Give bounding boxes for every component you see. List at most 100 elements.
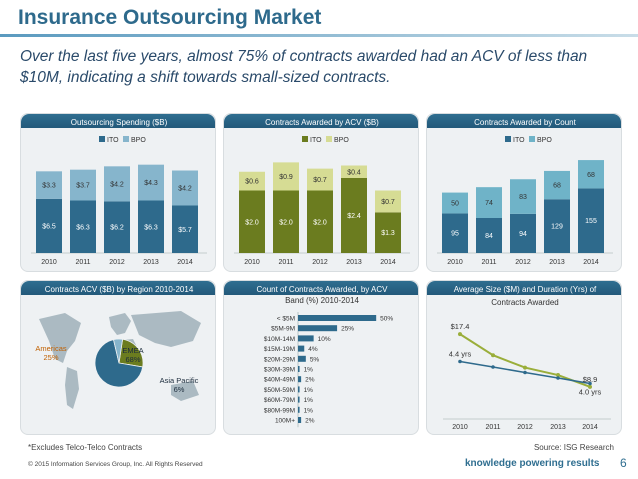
legend-swatch-ito <box>99 136 105 142</box>
chart-title: Contracts Awarded by Count <box>474 118 576 127</box>
bar-ito-2010 <box>442 213 468 253</box>
bar-label-bpo-2014: $0.7 <box>381 199 395 206</box>
bar-ito-2011 <box>476 218 502 253</box>
point-duration-2012 <box>523 370 527 375</box>
bar-label-ito-2013: $2.4 <box>347 213 361 220</box>
legend-label-ito: ITO <box>310 137 322 144</box>
y-tick-label-9: $80M-99M <box>264 407 295 414</box>
bar-label-bpo-2011: $3.7 <box>76 183 90 190</box>
panel-outsourcing-spending: Outsourcing Spending ($B) ITO BPO $6.5 $3.3 2… <box>20 113 216 272</box>
hbar-label-2: 10% <box>318 336 331 343</box>
x-tick-label-2010: 2010 <box>41 259 57 266</box>
x-tick-label-2012: 2012 <box>109 259 125 266</box>
x-tick-label-2011: 2011 <box>481 259 496 266</box>
label-size-first: $17.4 <box>451 322 470 331</box>
pie-label-americas: Americas <box>35 344 67 353</box>
x-tick-label-2012: 2012 <box>312 259 328 266</box>
chart-title-line-2: Band (%) 2010-2014 <box>285 296 359 305</box>
x-tick-label-2012: 2012 <box>517 424 533 431</box>
bar-label-ito-2012: 94 <box>519 231 527 238</box>
bar-label-ito-2011: 84 <box>485 233 493 240</box>
bar-bpo-2011 <box>476 187 502 218</box>
bar-label-bpo-2012: 83 <box>519 194 527 201</box>
source-note: Source: ISG Research <box>533 443 614 452</box>
y-tick-label-2: $10M-14M <box>264 336 295 343</box>
point-duration-2010 <box>458 359 462 364</box>
chart-outsourcing-spending: Outsourcing Spending ($B) ITO BPO $6.5 $3.3 2… <box>31 118 207 266</box>
y-tick-label-1: $5M-9M <box>271 326 295 333</box>
label-duration-first: 4.4 yrs <box>449 350 472 359</box>
pie-label-asia-pacific: Asia Pacific <box>160 376 199 385</box>
panel-contracts-count: Contracts Awarded by Count ITO BPO 95 50 2010… <box>426 113 622 272</box>
bar-label-ito-2010: $2.0 <box>245 219 259 226</box>
chart-contracts-acv: Contracts Awarded by ACV ($B) ITO BPO $2.0 $… <box>234 118 410 266</box>
bar-label-bpo-2011: $0.9 <box>279 174 293 181</box>
x-tick-label-2011: 2011 <box>485 424 500 431</box>
bar-bpo-2012 <box>510 179 536 214</box>
chart-title: Contracts Awarded by ACV ($B) <box>265 118 379 127</box>
panel-header <box>224 114 418 128</box>
bar-label-bpo-2012: $4.2 <box>110 181 124 188</box>
bar-bpo-2013 <box>138 164 164 201</box>
hbar-label-8: 1% <box>304 397 314 404</box>
legend-swatch-bpo <box>326 136 332 142</box>
panel-header <box>427 114 621 128</box>
bar-label-bpo-2010: $3.3 <box>42 183 56 190</box>
bar-bpo-2010 <box>36 171 62 199</box>
y-tick-label-4: $20M-29M <box>264 356 295 363</box>
y-tick-label-5: $30M-39M <box>264 367 295 374</box>
bar-bpo-2010 <box>442 192 468 214</box>
chart-title-line-1: Average Size ($M) and Duration (Yrs) of <box>454 285 597 294</box>
hbar-4 <box>298 355 306 362</box>
panel-header <box>21 114 215 128</box>
company-tagline: knowledge powering results <box>465 458 600 469</box>
panel-contracts-acv: Contracts Awarded by ACV ($B) ITO BPO $2.0 $… <box>223 113 419 272</box>
bar-label-ito-2013: $6.3 <box>144 224 158 231</box>
bar-label-bpo-2013: $0.4 <box>347 169 361 176</box>
hbar-2 <box>298 335 314 342</box>
map-landmass-5 <box>171 381 199 401</box>
bar-label-ito-2011: $2.0 <box>279 219 293 226</box>
hbar-label-3: 4% <box>308 346 318 353</box>
chart-title: Contracts ACV ($B) by Region 2010-2014 <box>45 285 194 294</box>
bar-ito-2014 <box>172 205 198 253</box>
hbar-label-5: 1% <box>304 367 314 374</box>
panel-header <box>224 281 418 295</box>
hbar-7 <box>298 386 300 393</box>
point-average-size-2014 <box>588 384 592 389</box>
legend-label-ito: ITO <box>513 137 525 144</box>
pie-value-asia-pacific: 6% <box>174 385 185 394</box>
x-tick-label-2012: 2012 <box>515 259 531 266</box>
point-duration-2011 <box>491 365 495 369</box>
bar-label-ito-2012: $6.2 <box>110 225 124 232</box>
page-subtitle: Over the last five years, almost 75% of … <box>20 48 588 86</box>
line-average-size <box>459 333 591 388</box>
panel-header <box>427 281 621 295</box>
hbar-8 <box>298 396 300 403</box>
legend-swatch-ito <box>505 136 511 142</box>
bar-label-bpo-2010: $0.6 <box>245 179 259 186</box>
point-duration-2013 <box>556 376 560 380</box>
label-duration-last: 4.0 yrs <box>579 388 602 397</box>
legend-label-bpo: BPO <box>131 137 146 144</box>
hbar-6 <box>298 376 302 383</box>
x-tick-label-2013: 2013 <box>143 259 159 266</box>
bar-ito-2012 <box>104 201 130 253</box>
hbar-9 <box>298 406 300 413</box>
bar-ito-2010 <box>36 198 62 253</box>
bar-bpo-2014 <box>172 170 198 206</box>
bar-ito-2011 <box>273 190 299 253</box>
legend-label-bpo: BPO <box>334 137 349 144</box>
x-tick-label-2010: 2010 <box>447 259 463 266</box>
hbar-label-6: 2% <box>305 377 315 384</box>
y-tick-label-0: < $5M <box>277 316 295 323</box>
map-landmass-0 <box>39 313 81 363</box>
point-average-size-2013 <box>556 373 560 378</box>
map-landmass-4 <box>131 311 201 347</box>
bar-label-bpo-2011: 74 <box>485 200 493 207</box>
y-tick-label-3: $15M-19M <box>264 346 295 353</box>
bar-label-bpo-2013: $4.3 <box>144 180 158 187</box>
x-tick-label-2010: 2010 <box>452 424 468 431</box>
bar-label-bpo-2010: 50 <box>451 201 459 208</box>
map-landmass-1 <box>65 367 79 409</box>
